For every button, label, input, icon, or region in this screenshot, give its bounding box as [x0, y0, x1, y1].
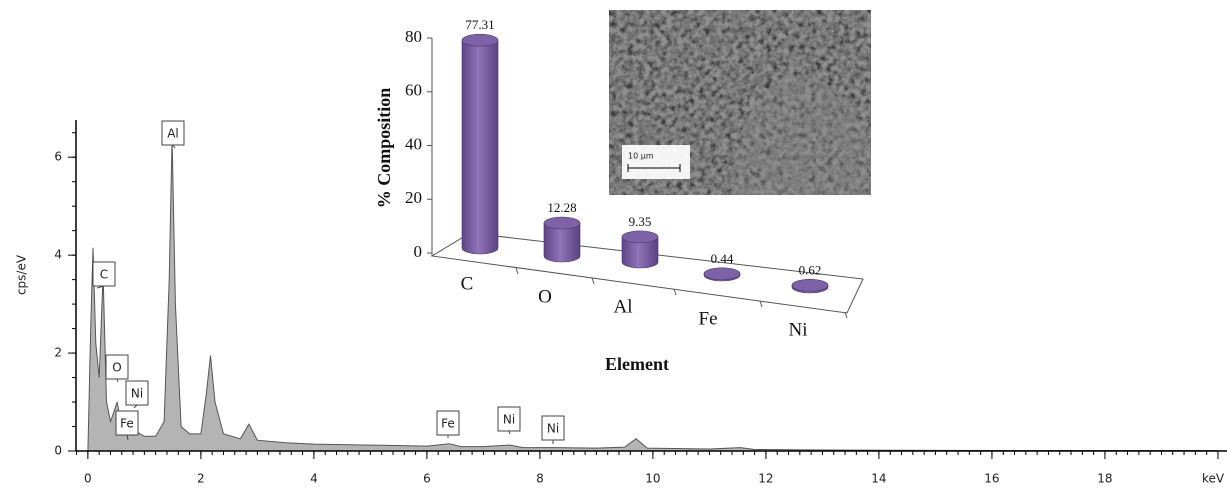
value-label: 0.44: [711, 251, 734, 266]
annotation: C: [100, 268, 108, 282]
x-tick-label: 4: [310, 472, 318, 486]
scale-box: [622, 145, 690, 179]
y-tick-label: 80: [405, 27, 422, 46]
annotation: Ni: [503, 413, 515, 427]
x-tick-label: Al: [614, 296, 633, 317]
bar-top: [622, 231, 658, 243]
y-tick-label: 4: [54, 248, 62, 262]
bar-top: [704, 268, 740, 280]
y-tick-label: 6: [54, 150, 62, 164]
x-tick-label: 14: [871, 472, 886, 486]
x-tick-label: 16: [984, 472, 999, 486]
y-tick-label: 20: [405, 188, 422, 207]
y-tick-label: 60: [405, 81, 422, 100]
y-axis-label: % Composition: [374, 88, 394, 209]
value-label: 9.35: [629, 214, 652, 229]
x-tick-label: keV: [1202, 472, 1225, 486]
bar-top: [544, 217, 580, 229]
x-tick-label: Ni: [789, 319, 808, 340]
bar-top: [462, 34, 498, 46]
y-tick-label: 0: [414, 242, 423, 261]
x-tick-label: C: [461, 273, 474, 294]
x-tick-label: Fe: [699, 308, 718, 329]
annotation: Fe: [441, 417, 455, 431]
annotation: Fe: [120, 417, 134, 431]
x-tick-label: O: [538, 286, 552, 307]
x-tick: [516, 268, 518, 274]
bar-top: [792, 279, 828, 291]
annotation: O: [112, 361, 121, 375]
x-tick-label: 12: [758, 472, 773, 486]
figure: 0 2 4 6 8 10 12 14 16 18 keV 0 2 4 6 cps/eV C O Ni Fe Al Fe Ni…: [0, 0, 1227, 490]
x-tick: [592, 278, 594, 284]
value-label: 0.62: [799, 262, 822, 277]
x-tick-label: 18: [1097, 472, 1112, 486]
scale-label: 10 µm: [628, 152, 654, 161]
x-tick-label: 0: [84, 472, 92, 486]
value-label: 12.28: [547, 200, 576, 215]
bar-body: [462, 40, 498, 254]
x-axis-label: Element: [605, 354, 669, 374]
annotation: Al: [167, 127, 179, 141]
y-axis-label: cps/eV: [15, 254, 29, 295]
y-tick-label: 0: [54, 444, 62, 458]
annotation: Ni: [547, 422, 559, 436]
x-tick-label: 8: [536, 472, 544, 486]
sem-image: 10 µm: [609, 10, 871, 195]
x-tick-label: 10: [645, 472, 660, 486]
x-tick-label: 2: [197, 472, 205, 486]
value-label: 77.31: [465, 17, 494, 32]
y-tick-label: 2: [54, 346, 62, 360]
x-tick-label: 6: [423, 472, 431, 486]
annotation: Ni: [131, 387, 143, 401]
y-tick-label: 40: [405, 134, 422, 153]
x-tick: [760, 301, 762, 307]
